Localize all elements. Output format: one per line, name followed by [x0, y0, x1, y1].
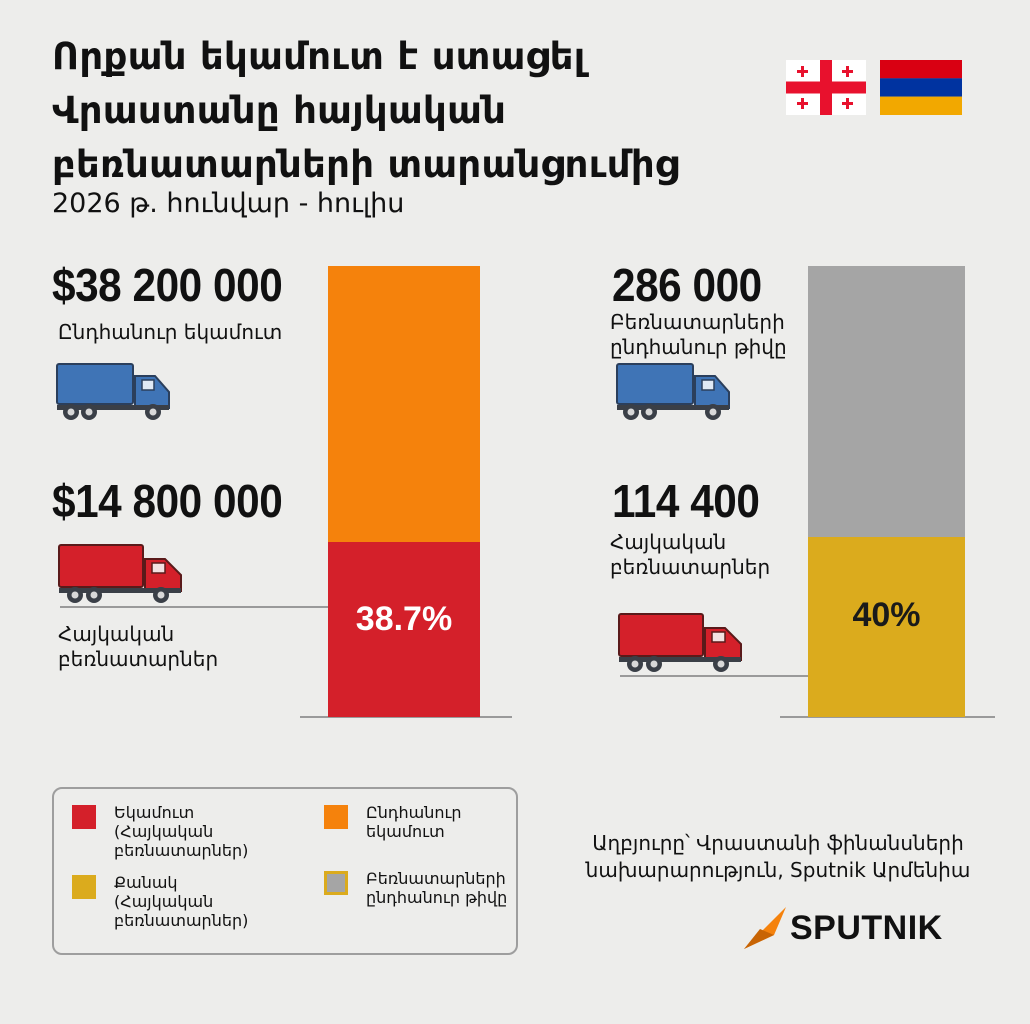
total-trucks-label-line-1: Բեռնատարների	[610, 310, 785, 334]
legend: Եկամուտ (Հայկական բեռնատարներ) Ընդհանուր…	[52, 787, 518, 955]
total-trucks-label: Բեռնատարների ընդհանուր թիվը	[610, 310, 787, 360]
legend-label: Եկամուտ (Հայկական բեռնատարներ)	[114, 803, 249, 860]
georgia-flag-icon	[786, 60, 866, 115]
total-trucks-segment	[808, 266, 965, 537]
red-truck-icon	[617, 612, 745, 680]
total-trucks-value: 286 000	[612, 259, 762, 311]
armenian-revenue-label-line-2: բեռնատարներ	[58, 647, 219, 671]
legend-label: Քանակ (Հայկական բեռնատարներ)	[114, 873, 249, 930]
total-revenue-value: $38 200 000	[52, 259, 283, 311]
source-line-2: նախարարություն, Sputnik Արմենիա	[585, 858, 971, 882]
armenian-trucks-value: 114 400	[612, 475, 760, 527]
legend-swatch	[324, 871, 348, 895]
source-text: Աղբյուրը՝ Վրաստանի ֆինանսների նախարարութ…	[578, 830, 978, 884]
title-line-3: բեռնատարների տարանցումից	[52, 143, 680, 186]
sputnik-logo-text: SPUTNIK	[790, 909, 943, 947]
page-title: Որքան եկամուտ է ստացել Վրաստանը հայկական…	[52, 30, 772, 192]
armenian-revenue-value: $14 800 000	[52, 475, 283, 527]
chart-baseline	[300, 716, 512, 718]
total-revenue-label: Ընդհանուր եկամուտ	[58, 320, 283, 344]
legend-label: Բեռնատարների ընդհանուր թիվը	[366, 869, 508, 907]
subtitle: 2026 թ. հունվար - հուլիս	[52, 188, 405, 219]
connector-line	[620, 675, 810, 677]
blue-truck-icon	[55, 362, 173, 428]
title-line-2: Վրաստանը հայկական	[52, 89, 507, 132]
trucks-percent-label: 40%	[852, 596, 921, 635]
armenian-revenue-segment	[328, 542, 480, 717]
connector-line	[60, 606, 330, 608]
legend-label: Ընդհանուր եկամուտ	[366, 803, 462, 841]
armenian-trucks-label-line-2: բեռնատարներ	[610, 555, 771, 579]
armenia-flag-icon	[880, 60, 962, 115]
revenue-bar: 38.7%	[328, 266, 480, 717]
armenian-revenue-label-line-1: Հայկական	[58, 622, 175, 646]
armenian-trucks-label: Հայկական բեռնատարներ	[610, 530, 770, 580]
source-line-1: Աղբյուրը՝ Վրաստանի ֆինանսների	[592, 831, 964, 855]
title-line-1: Որքան եկամուտ է ստացել	[52, 35, 586, 78]
armenian-trucks-label-line-1: Հայկական	[610, 530, 727, 554]
legend-swatch	[72, 875, 96, 899]
trucks-bar: 40%	[808, 266, 965, 717]
chart-baseline	[780, 716, 995, 718]
armenian-trucks-segment	[808, 537, 965, 717]
total-revenue-segment	[328, 266, 480, 542]
total-trucks-label-line-2: ընդհանուր թիվը	[610, 335, 787, 359]
sputnik-logo-icon	[744, 907, 786, 949]
legend-swatch	[72, 805, 96, 829]
armenian-revenue-label: Հայկական բեռնատարներ	[58, 622, 218, 672]
red-truck-icon	[57, 543, 185, 611]
revenue-percent-label: 38.7%	[355, 599, 453, 638]
sputnik-logo: SPUTNIK	[744, 905, 974, 951]
legend-swatch	[324, 805, 348, 829]
blue-truck-icon	[615, 362, 733, 428]
